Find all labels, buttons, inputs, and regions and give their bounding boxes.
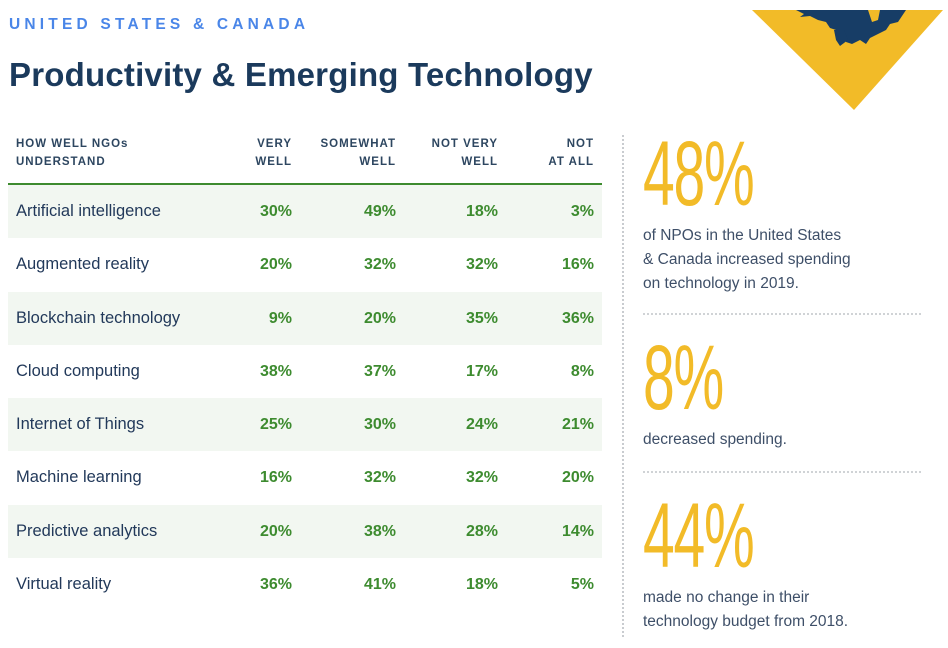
- row-label: Augmented reality: [16, 255, 149, 274]
- value-not-at-all: 5%: [570, 576, 594, 594]
- stat-no-change: 44% made no change in their technology b…: [643, 485, 923, 634]
- region-label: UNITED STATES & CANADA: [9, 16, 310, 33]
- stat-description: made no change in their technology budge…: [643, 589, 849, 630]
- stat-value: 44%: [643, 485, 755, 587]
- horizontal-divider: [643, 313, 921, 315]
- value-not-very-well: 18%: [465, 203, 498, 220]
- column-header-not-very-well: NOT VERY WELL: [431, 138, 498, 168]
- page-title: Productivity & Emerging Technology: [9, 56, 593, 93]
- stat-decreased-spending: 8% decreased spending.: [643, 327, 923, 452]
- value-not-at-all: 36%: [561, 309, 594, 327]
- table-row: Blockchain technology 9% 20% 35% 36%: [8, 291, 602, 345]
- stat-increased-spending: 48% of NPOs in the United States & Canad…: [643, 123, 923, 296]
- value-very-well: 25%: [259, 416, 292, 434]
- column-header-not-at-all: NOT AT ALL: [548, 138, 594, 168]
- yellow-triangle-badge: [752, 10, 943, 110]
- value-not-at-all: 20%: [561, 469, 594, 487]
- value-not-very-well: 24%: [465, 416, 498, 434]
- value-very-well: 9%: [268, 309, 292, 327]
- value-very-well: 16%: [259, 469, 292, 487]
- table-row: Cloud computing 38% 37% 17% 8%: [8, 345, 602, 398]
- row-label: Artificial intelligence: [16, 202, 161, 220]
- value-not-very-well: 35%: [465, 309, 498, 327]
- horizontal-divider: [643, 471, 921, 473]
- row-label: Blockchain technology: [16, 308, 181, 327]
- row-label: Predictive analytics: [16, 521, 158, 540]
- row-label: Cloud computing: [16, 361, 140, 380]
- table-row: Artificial intelligence 30% 49% 18% 3%: [8, 185, 602, 239]
- row-label: Internet of Things: [16, 415, 145, 434]
- value-not-very-well: 18%: [465, 576, 498, 594]
- value-not-very-well: 28%: [465, 522, 498, 540]
- value-not-very-well: 32%: [465, 469, 498, 487]
- column-header-somewhat-well: SOMEWHAT WELL: [320, 138, 396, 168]
- row-label: Machine learning: [16, 468, 142, 487]
- north-america-map-icon: [752, 10, 943, 110]
- table-row: Predictive analytics 20% 38% 28% 14%: [8, 504, 602, 559]
- vertical-divider: [622, 135, 624, 637]
- value-somewhat-well: 38%: [363, 522, 396, 540]
- value-not-at-all: 16%: [561, 256, 594, 274]
- table-row: Augmented reality 20% 32% 32% 16%: [8, 238, 602, 291]
- value-very-well: 38%: [259, 362, 292, 380]
- table-row: Internet of Things 25% 30% 24% 21%: [8, 398, 602, 452]
- table-header: HOW WELL NGOs UNDERSTAND VERY WELL SOMEW…: [8, 130, 602, 185]
- table-row: Machine learning 16% 32% 32% 20%: [8, 451, 602, 504]
- value-somewhat-well: 20%: [363, 309, 396, 327]
- value-not-at-all: 3%: [570, 203, 594, 220]
- stat-value: 8%: [643, 327, 724, 429]
- column-header-topic: HOW WELL NGOs UNDERSTAND: [16, 138, 129, 168]
- value-not-very-well: 32%: [465, 256, 498, 274]
- value-very-well: 20%: [259, 522, 292, 540]
- value-somewhat-well: 32%: [363, 256, 396, 274]
- value-not-very-well: 17%: [465, 362, 498, 380]
- value-somewhat-well: 32%: [363, 469, 396, 487]
- value-very-well: 36%: [259, 576, 292, 594]
- value-very-well: 30%: [259, 203, 292, 220]
- stat-description: decreased spending.: [643, 431, 787, 448]
- stat-description: of NPOs in the United States & Canada in…: [643, 227, 851, 292]
- value-very-well: 20%: [259, 256, 292, 274]
- row-label: Virtual reality: [16, 575, 112, 594]
- value-somewhat-well: 30%: [363, 416, 396, 434]
- value-somewhat-well: 49%: [363, 203, 396, 220]
- value-somewhat-well: 41%: [363, 576, 396, 594]
- column-header-very-well: VERY WELL: [255, 138, 292, 168]
- value-not-at-all: 8%: [570, 362, 594, 380]
- table-row: Virtual reality 36% 41% 18% 5%: [8, 558, 602, 611]
- value-not-at-all: 21%: [561, 416, 594, 434]
- map-landmass: [796, 10, 906, 44]
- value-not-at-all: 14%: [561, 522, 594, 540]
- stat-value: 48%: [643, 123, 755, 225]
- technology-understanding-table: HOW WELL NGOs UNDERSTAND VERY WELL SOMEW…: [8, 130, 602, 611]
- value-somewhat-well: 37%: [363, 362, 396, 380]
